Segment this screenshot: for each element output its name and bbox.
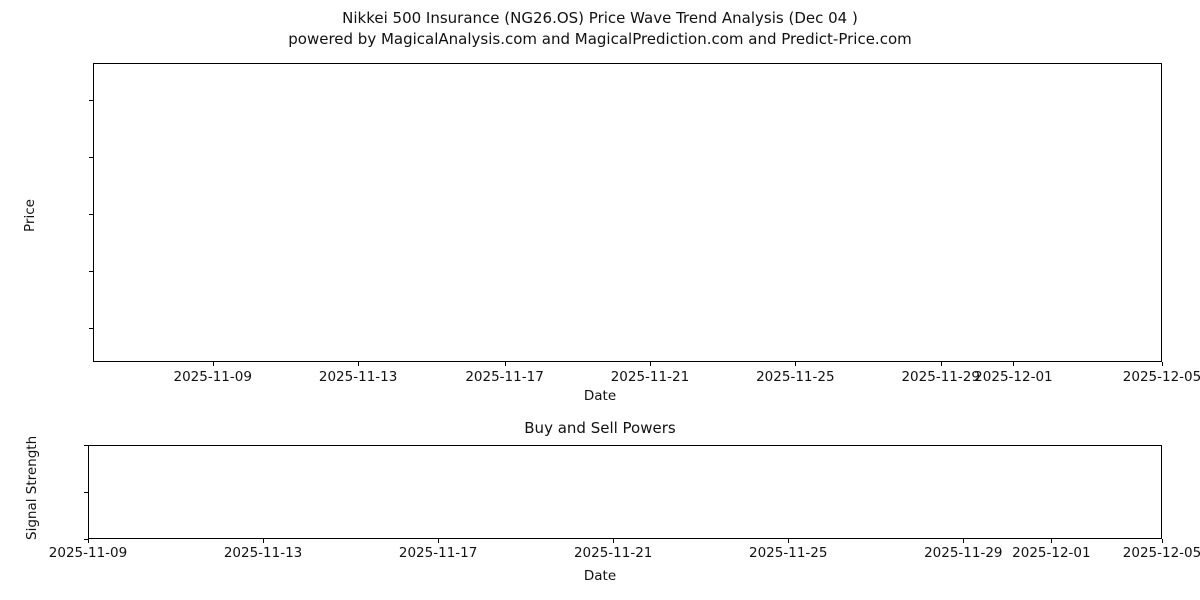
price-x-tick-mark: [358, 362, 360, 366]
price-x-tick-label: 2025-11-21: [610, 369, 690, 385]
signal-x-tick-mark: [1162, 539, 1163, 543]
signal-x-tick-label: 2025-11-21: [573, 545, 653, 561]
price-y-axis-label: Price: [22, 199, 38, 232]
page-subtitle: powered by MagicalAnalysis.com and Magic…: [288, 30, 912, 48]
price-y-tick-mark: [89, 156, 93, 158]
price-x-tick-mark: [212, 362, 214, 366]
signal-y-tick-mark: [84, 445, 88, 446]
price-x-tick-mark: [504, 362, 506, 366]
price-plot-frame: [93, 63, 1162, 362]
signal-x-tick-mark: [613, 539, 615, 543]
signal-x-tick-mark: [963, 539, 965, 543]
signal-y-axis-label: Signal Strength: [24, 435, 40, 540]
signal-x-tick-label: 2025-11-25: [749, 545, 828, 561]
price-x-tick-mark: [940, 362, 942, 366]
signal-x-tick-label: 2025-11-09: [48, 545, 128, 561]
signal-y-tick-mark: [84, 492, 88, 493]
price-x-tick-label: 2025-11-17: [465, 369, 544, 385]
chart-title-block: Nikkei 500 Insurance (NG26.OS) Price Wav…: [0, 8, 1200, 50]
signal-plot-frame: [88, 445, 1162, 539]
signal-x-axis-label: Date: [583, 568, 617, 584]
price-x-tick-label: 2025-11-29: [901, 369, 980, 385]
signal-x-tick-mark: [438, 539, 440, 543]
price-x-tick-label: 2025-12-01: [974, 369, 1053, 385]
signal-x-tick-mark: [263, 539, 265, 543]
price-x-tick-mark: [1162, 362, 1163, 366]
price-x-tick-label: 2025-11-25: [756, 369, 835, 385]
price-x-tick-label: 2025-11-09: [173, 369, 252, 385]
signal-chart-title: Buy and Sell Powers: [524, 419, 676, 437]
price-x-tick-mark: [649, 362, 651, 366]
price-y-tick-mark: [89, 270, 93, 272]
signal-x-tick-label: 2025-11-17: [398, 545, 478, 561]
signal-x-tick-label: 2025-11-13: [223, 545, 303, 561]
signal-x-tick-label: 2025-12-05: [1122, 545, 1200, 561]
price-y-tick-mark: [89, 327, 93, 329]
signal-x-tick-label: 2025-12-01: [1012, 545, 1091, 561]
price-x-tick-label: 2025-11-13: [318, 369, 398, 385]
price-x-tick-mark: [1013, 362, 1015, 366]
price-y-tick-mark: [89, 100, 93, 102]
signal-x-tick-mark: [1051, 539, 1053, 543]
page-title: Nikkei 500 Insurance (NG26.OS) Price Wav…: [342, 9, 858, 27]
signal-x-tick-mark: [88, 539, 89, 543]
signal-chart-panel: MagicalAnalysis.com MagicalPrediction.co…: [88, 445, 1162, 539]
price-x-axis-label: Date: [583, 388, 617, 404]
signal-y-tick-mark: [84, 539, 88, 540]
signal-x-tick-label: 2025-11-29: [924, 545, 1003, 561]
price-x-tick-label: 2025-12-05: [1122, 369, 1200, 385]
price-chart-panel: MagicalAnalysis.com MagicalPrediction.co…: [93, 63, 1162, 362]
signal-x-tick-mark: [788, 539, 790, 543]
price-x-tick-mark: [795, 362, 797, 366]
price-y-tick-mark: [89, 213, 93, 215]
